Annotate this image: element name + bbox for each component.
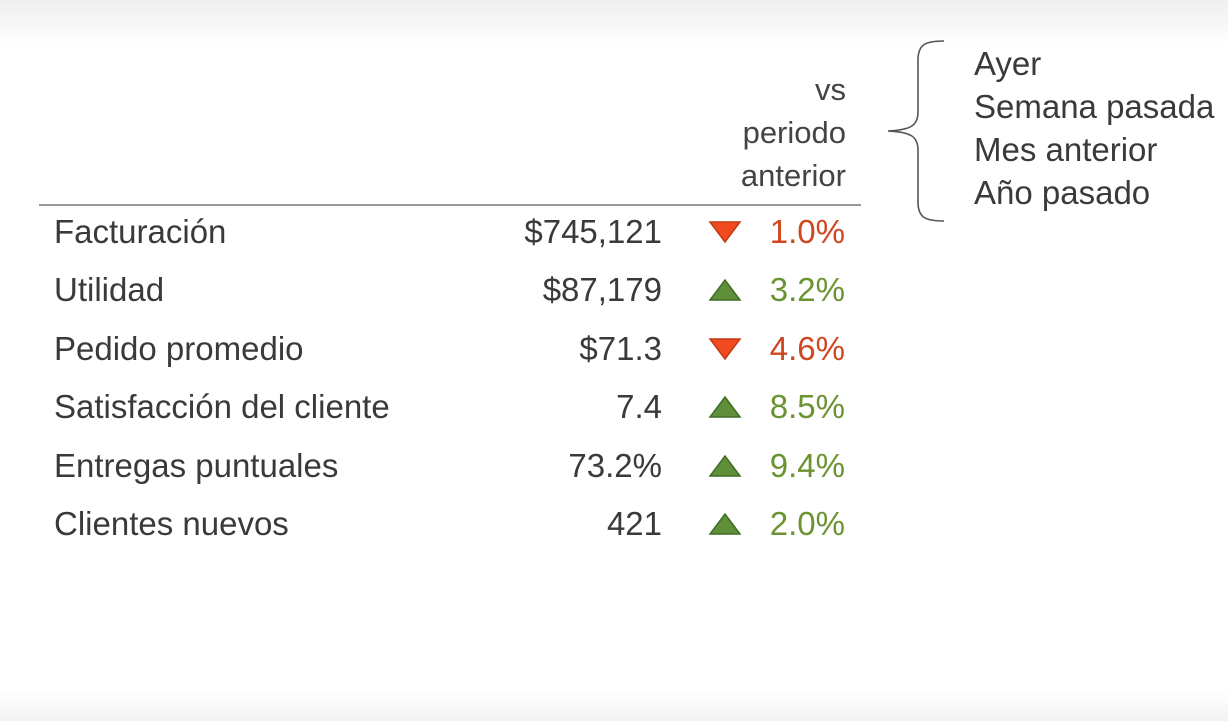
kpi-change: 4.6% bbox=[769, 330, 845, 367]
table-row: Satisfacción del cliente 7.4 8.5% bbox=[0, 378, 880, 436]
kpi-label: Facturación bbox=[54, 213, 227, 250]
trend-down-icon bbox=[708, 219, 742, 245]
kpi-label: Utilidad bbox=[54, 271, 165, 308]
table-row: Facturación $745,121 1.0% bbox=[0, 203, 880, 261]
table-row: Clientes nuevos 421 2.0% bbox=[0, 495, 880, 553]
kpi-label: Clientes nuevos bbox=[54, 505, 289, 542]
kpi-value: $87,179 bbox=[542, 271, 662, 308]
kpi-label: Satisfacción del cliente bbox=[54, 388, 390, 425]
table-row: Entregas puntuales 73.2% 9.4% bbox=[0, 437, 880, 495]
header-divider bbox=[39, 204, 861, 206]
kpi-change: 2.0% bbox=[769, 505, 845, 542]
trend-up-icon bbox=[708, 394, 742, 420]
period-options-list: Ayer Semana pasada Mes anterior Año pasa… bbox=[974, 42, 1214, 214]
period-option[interactable]: Mes anterior bbox=[974, 131, 1158, 168]
kpi-change: 9.4% bbox=[769, 447, 845, 484]
header-line-anterior: anterior bbox=[740, 158, 846, 193]
trend-up-icon bbox=[708, 511, 742, 537]
kpi-change: 1.0% bbox=[769, 213, 845, 250]
trend-up-icon bbox=[708, 453, 742, 479]
bottom-gradient bbox=[0, 690, 1228, 721]
kpi-label: Entregas puntuales bbox=[54, 447, 339, 484]
trend-down-icon bbox=[708, 336, 742, 362]
curly-brace-icon bbox=[887, 40, 945, 222]
kpi-change: 3.2% bbox=[769, 271, 845, 308]
top-gradient bbox=[0, 0, 1228, 46]
kpi-value: 421 bbox=[606, 505, 662, 542]
period-option[interactable]: Semana pasada bbox=[974, 88, 1215, 125]
table-row: Pedido promedio $71.3 4.6% bbox=[0, 320, 880, 378]
table-row: Utilidad $87,179 3.2% bbox=[0, 261, 880, 319]
kpi-value: 73.2% bbox=[568, 447, 662, 484]
period-option[interactable]: Ayer bbox=[974, 45, 1042, 82]
kpi-value: $745,121 bbox=[524, 213, 662, 250]
kpi-label: Pedido promedio bbox=[54, 330, 304, 367]
comparison-header: vs periodo anterior bbox=[690, 68, 846, 197]
trend-up-icon bbox=[708, 277, 742, 303]
header-line-vs: vs bbox=[815, 72, 846, 107]
kpi-value: 7.4 bbox=[616, 388, 662, 425]
header-line-periodo: periodo bbox=[742, 115, 846, 150]
kpi-value: $71.3 bbox=[579, 330, 662, 367]
kpi-change: 8.5% bbox=[769, 388, 845, 425]
period-option[interactable]: Año pasado bbox=[974, 174, 1151, 211]
